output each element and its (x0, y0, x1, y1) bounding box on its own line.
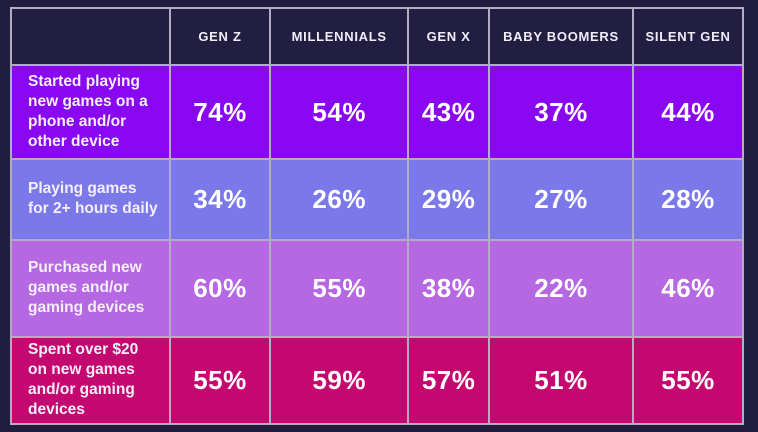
row-label-2plus-hours: Playing games for 2+ hours daily (12, 159, 169, 240)
value-cell: 43% (409, 66, 488, 158)
column-header-gen-z: GEN Z (170, 9, 270, 65)
value-cell: 55% (634, 337, 742, 423)
column-header-baby-boomers: BABY BOOMERS (489, 9, 633, 65)
column-header-millennials: MILLENNIALS (271, 9, 408, 65)
value-cell: 26% (271, 159, 408, 240)
value-cell: 29% (409, 159, 488, 240)
value-cell: 74% (170, 66, 270, 158)
value-cell: 51% (489, 337, 633, 423)
value-cell: 37% (489, 66, 633, 158)
value-cell: 22% (489, 241, 633, 336)
column-header-silent-gen: SILENT GEN (634, 9, 742, 65)
row-label-started-playing: Started playing new games on a phone and… (12, 66, 169, 158)
value-cell: 55% (271, 241, 408, 336)
generations-gaming-table: GEN Z MILLENNIALS GEN X BABY BOOMERS SIL… (10, 7, 744, 425)
value-cell: 46% (634, 241, 742, 336)
value-cell: 27% (489, 159, 633, 240)
value-cell: 34% (170, 159, 270, 240)
value-cell: 60% (170, 241, 270, 336)
corner-cell (12, 9, 169, 65)
value-cell: 44% (634, 66, 742, 158)
value-cell: 59% (271, 337, 408, 423)
row-label-spent-over-20: Spent over $20 on new games and/or gamin… (12, 337, 169, 423)
column-header-gen-x: GEN X (409, 9, 488, 65)
value-cell: 57% (409, 337, 488, 423)
value-cell: 55% (170, 337, 270, 423)
row-label-purchased: Purchased new games and/or gaming device… (12, 241, 169, 336)
value-cell: 28% (634, 159, 742, 240)
value-cell: 54% (271, 66, 408, 158)
value-cell: 38% (409, 241, 488, 336)
